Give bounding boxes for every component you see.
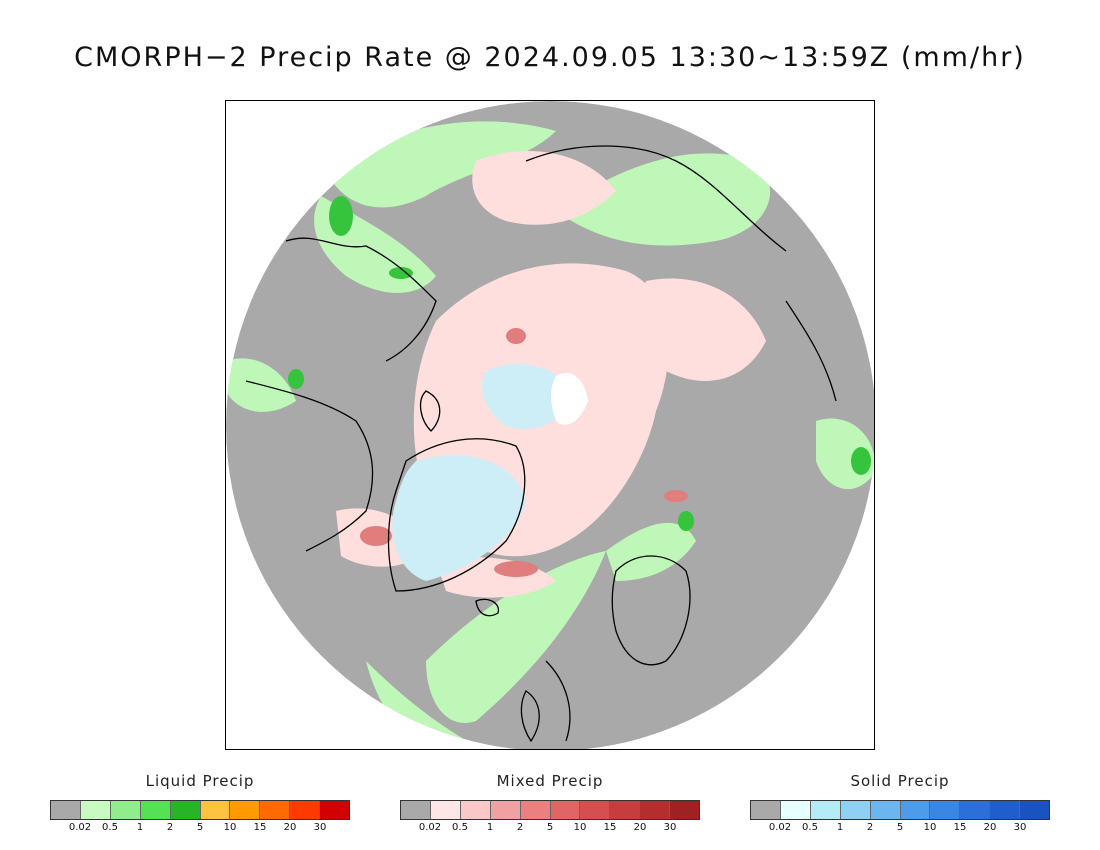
legend-tick-label: 0.5 bbox=[802, 822, 818, 833]
coastline-britain bbox=[520, 690, 540, 743]
liquid-heavy-spots bbox=[288, 196, 871, 531]
legend-swatch bbox=[960, 801, 991, 819]
legend-swatch bbox=[80, 801, 111, 819]
legend-swatch bbox=[780, 801, 811, 819]
legend-tick-label: 30 bbox=[1013, 822, 1027, 833]
legend-swatch bbox=[640, 801, 671, 819]
mixed-siberia bbox=[472, 151, 616, 225]
legend-tick-label: 15 bbox=[603, 822, 617, 833]
legend-tick-label: 0.5 bbox=[102, 822, 118, 833]
legend-tick-label: 5 bbox=[896, 822, 904, 833]
legend-color-bar bbox=[750, 800, 1050, 820]
legend-tick-label: 1 bbox=[136, 822, 144, 833]
legend-swatch bbox=[430, 801, 461, 819]
legend-swatch bbox=[580, 801, 611, 819]
legend-solid-precip: Solid Precip 0.02 0.5 1 2 5 10 15 20 30 bbox=[750, 772, 1050, 833]
legend-tick-label: 20 bbox=[283, 822, 297, 833]
legend-swatch bbox=[1020, 801, 1050, 819]
legend-swatch bbox=[260, 801, 291, 819]
legend-swatch bbox=[320, 801, 350, 819]
legend-tick-label: 0.02 bbox=[768, 822, 792, 833]
legend-swatch bbox=[990, 801, 1021, 819]
legend-tick-label: 2 bbox=[516, 822, 524, 833]
legend-swatch bbox=[840, 801, 871, 819]
coastline-siberia bbox=[525, 145, 787, 252]
legend-tick-label: 0.5 bbox=[452, 822, 468, 833]
legend-swatch bbox=[610, 801, 641, 819]
liquid-band-siberia bbox=[556, 153, 771, 246]
legend-tick-label: 15 bbox=[253, 822, 267, 833]
legend-swatch bbox=[550, 801, 581, 819]
coastline-alaska bbox=[285, 237, 437, 362]
legend-tick-label: 10 bbox=[923, 822, 937, 833]
legend-swatch bbox=[170, 801, 201, 819]
legend-tick-label: 20 bbox=[633, 822, 647, 833]
legend-tick-label: 5 bbox=[196, 822, 204, 833]
legend-title: Solid Precip bbox=[850, 772, 950, 790]
legend-liquid-precip: Liquid Precip 0.02 0.5 1 2 5 10 15 20 30 bbox=[50, 772, 350, 833]
legend-swatch bbox=[930, 801, 961, 819]
legend-swatch bbox=[670, 801, 700, 819]
legend-tick-label: 10 bbox=[573, 822, 587, 833]
legend-color-bar bbox=[400, 800, 700, 820]
solid-precip-areas bbox=[392, 363, 576, 581]
solid-pole bbox=[482, 363, 576, 430]
liquid-band-norway bbox=[606, 522, 696, 581]
legend-tick-label: 1 bbox=[486, 822, 494, 833]
polar-map-svg bbox=[226, 101, 874, 749]
legend-swatch bbox=[870, 801, 901, 819]
legend-title: Mixed Precip bbox=[496, 772, 604, 790]
solid-greenland bbox=[392, 455, 526, 581]
coastline-iceland bbox=[475, 598, 500, 617]
legend-title: Liquid Precip bbox=[145, 772, 255, 790]
legend-swatch bbox=[490, 801, 521, 819]
legend-tick-label: 2 bbox=[166, 822, 174, 833]
legend-color-bar bbox=[50, 800, 350, 820]
legend-tick-label: 30 bbox=[663, 822, 677, 833]
coastline-right bbox=[785, 300, 837, 402]
coastline-scandinavia bbox=[611, 555, 691, 666]
legend-tick-label: 0.02 bbox=[68, 822, 92, 833]
legend-swatch bbox=[401, 801, 431, 819]
mixed-heavy-spots bbox=[360, 328, 688, 577]
legend-swatch bbox=[140, 801, 171, 819]
legend-swatch bbox=[51, 801, 81, 819]
coastline-europe bbox=[545, 660, 571, 742]
mixed-east bbox=[642, 278, 766, 381]
legend-tick-label: 20 bbox=[983, 822, 997, 833]
solid-white-core bbox=[551, 372, 588, 425]
legend-swatch bbox=[110, 801, 141, 819]
legend-swatch bbox=[230, 801, 261, 819]
legend-swatch bbox=[460, 801, 491, 819]
coastline-archipelago bbox=[419, 390, 441, 432]
coastlines bbox=[245, 145, 837, 743]
legend-ticks: 0.02 0.5 1 2 5 10 15 20 30 bbox=[50, 822, 350, 836]
legend-tick-label: 15 bbox=[953, 822, 967, 833]
legend-tick-label: 1 bbox=[836, 822, 844, 833]
coastline-canada bbox=[245, 380, 374, 552]
legend-tick-label: 2 bbox=[866, 822, 874, 833]
legend-swatch bbox=[290, 801, 321, 819]
legend-mixed-precip: Mixed Precip 0.02 0.5 1 2 5 10 15 20 30 bbox=[400, 772, 700, 833]
legend-tick-label: 5 bbox=[546, 822, 554, 833]
liquid-band-atlantic bbox=[426, 551, 606, 723]
legend-swatch bbox=[520, 801, 551, 819]
page-title: CMORPH−2 Precip Rate @ 2024.09.05 13:30~… bbox=[74, 42, 1026, 73]
legend-tick-label: 10 bbox=[223, 822, 237, 833]
legend-swatch bbox=[900, 801, 931, 819]
legend-ticks: 0.02 0.5 1 2 5 10 15 20 30 bbox=[750, 822, 1050, 836]
legend-ticks: 0.02 0.5 1 2 5 10 15 20 30 bbox=[400, 822, 700, 836]
coastline-greenland bbox=[387, 438, 526, 592]
legend-swatch bbox=[810, 801, 841, 819]
legend-swatch bbox=[751, 801, 781, 819]
precip-map bbox=[225, 100, 875, 750]
legend-swatch bbox=[200, 801, 231, 819]
legend-tick-label: 0.02 bbox=[418, 822, 442, 833]
legend-tick-label: 30 bbox=[313, 822, 327, 833]
